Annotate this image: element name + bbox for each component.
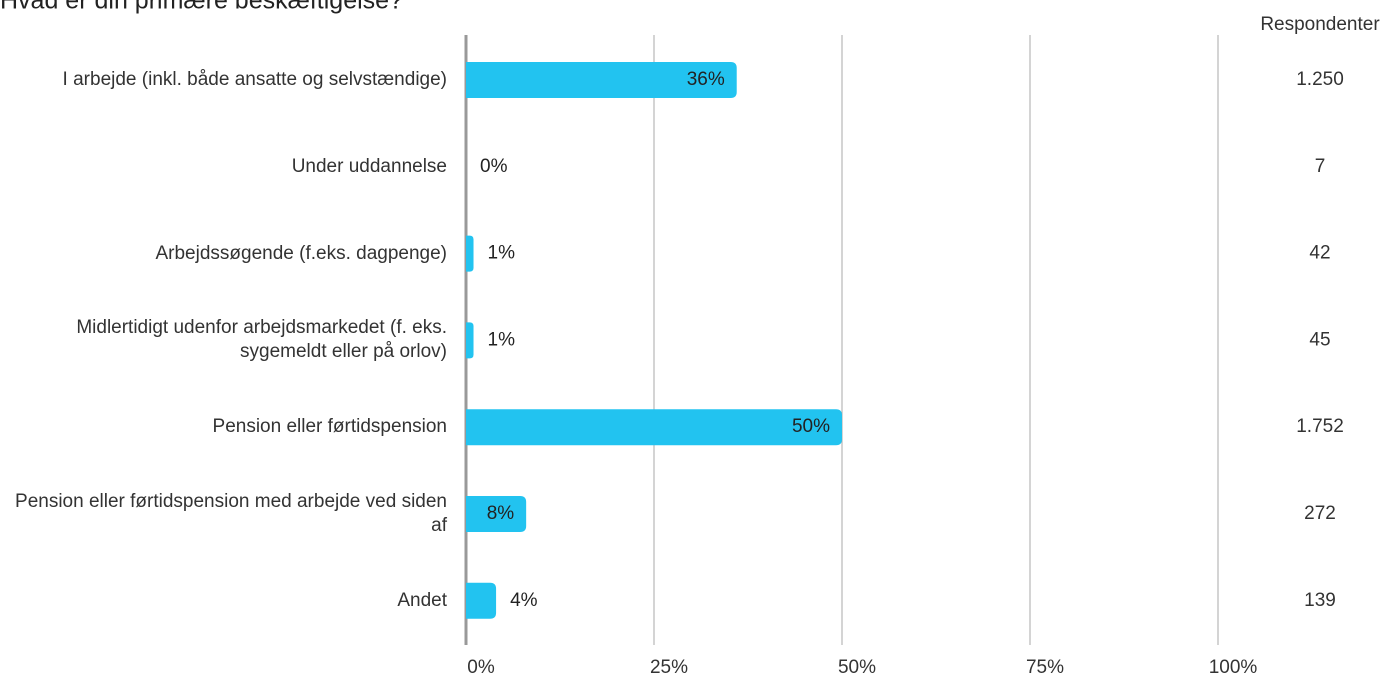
value-label: 0%	[480, 156, 508, 177]
value-label: 36%	[687, 69, 725, 90]
x-tick-label: 0%	[467, 657, 495, 678]
category-label: Pension eller førtidspension med arbejde…	[15, 491, 447, 536]
bar	[466, 409, 842, 446]
value-label: 4%	[510, 590, 538, 611]
value-label: 1%	[488, 329, 516, 350]
category-label: Pension eller førtidspension	[212, 416, 447, 438]
x-tick-label: 100%	[1209, 657, 1258, 678]
respondent-count: 42	[1309, 243, 1330, 264]
value-label: 1%	[488, 243, 516, 264]
x-tick-label: 25%	[650, 657, 688, 678]
x-tick-label: 50%	[838, 657, 876, 678]
category-label: Arbejdssøgende (f.eks. dagpenge)	[155, 242, 447, 264]
value-label: 50%	[792, 416, 830, 437]
respondent-count: 45	[1309, 329, 1330, 350]
chart-title: Hvad er din primære beskæftigelse?	[0, 0, 403, 15]
category-label: Andet	[397, 589, 447, 611]
respondent-count: 1.752	[1296, 416, 1344, 437]
respondent-count: 1.250	[1296, 69, 1344, 90]
value-label: 8%	[487, 503, 515, 524]
category-label: I arbejde (inkl. både ansatte og selvstæ…	[62, 69, 447, 90]
column-header: Respondenter	[1260, 14, 1380, 35]
x-tick-label: 75%	[1026, 657, 1064, 678]
respondent-count: 139	[1304, 590, 1336, 611]
bar	[466, 235, 474, 272]
bar	[466, 496, 527, 532]
category-label: Under uddannelse	[291, 155, 447, 177]
respondent-count: 272	[1304, 503, 1336, 524]
bar	[466, 322, 474, 359]
category-label: Midlertidigt udenfor arbejdsmarkedet (f.…	[76, 317, 447, 363]
bar	[466, 582, 497, 619]
bar	[466, 62, 737, 98]
respondent-count: 7	[1315, 156, 1326, 177]
